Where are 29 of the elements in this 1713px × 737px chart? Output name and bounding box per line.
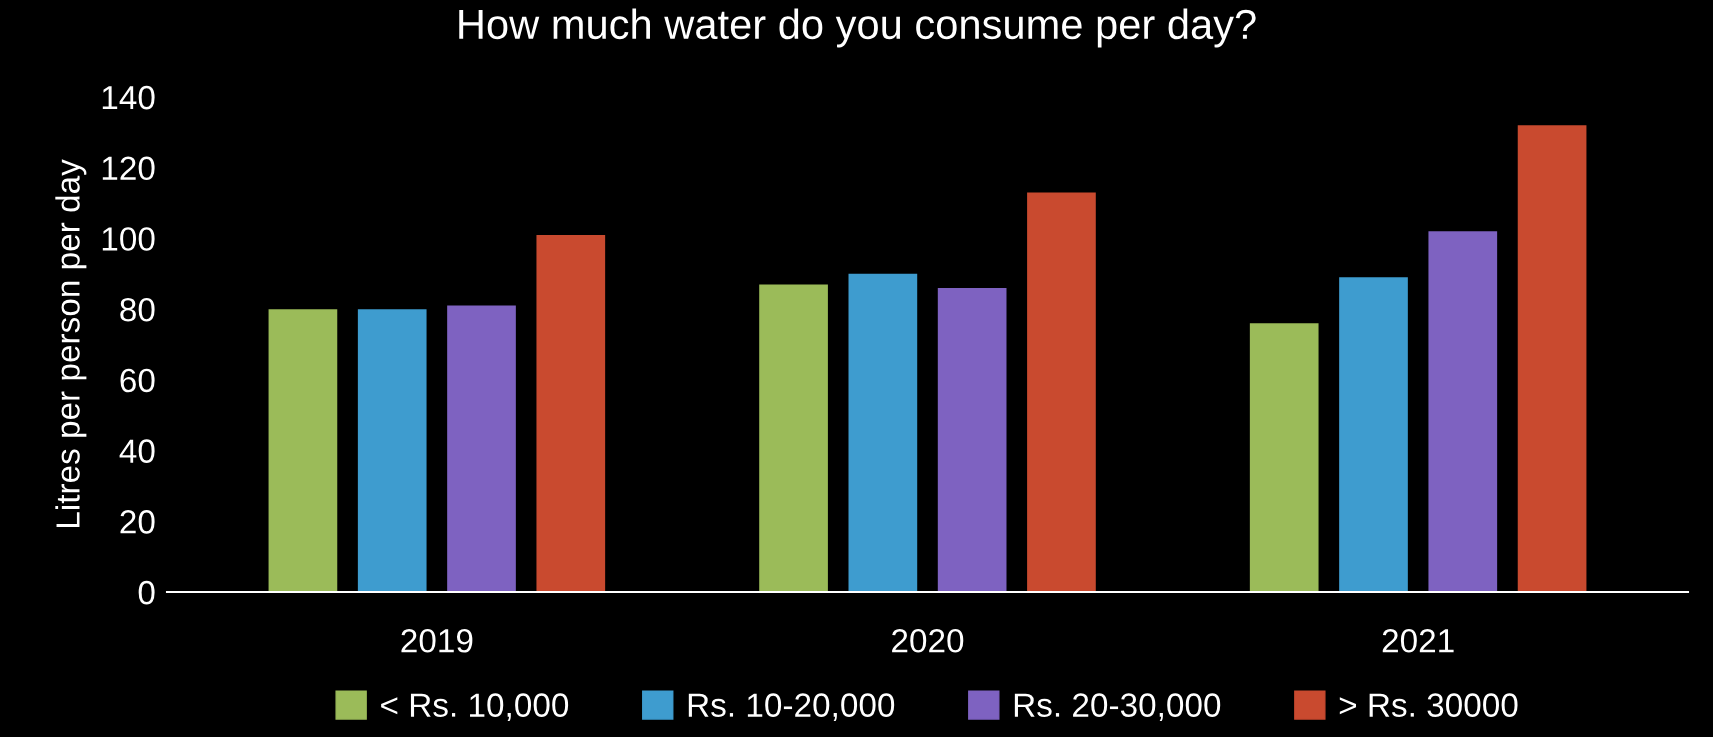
x-tick-label: 2019: [401, 628, 473, 653]
legend-label: < Rs. 10,000: [381, 693, 569, 721]
bar: [937, 287, 1007, 592]
legend-label: Rs. 20-30,000: [1014, 693, 1221, 721]
chart-title: How much water do you consume per day?: [459, 8, 1256, 48]
bar: [447, 305, 516, 592]
bar: [1517, 125, 1587, 592]
y-tick-label: 60: [120, 368, 155, 393]
bar: [357, 309, 427, 592]
bar: [1428, 231, 1498, 592]
bar: [1339, 277, 1408, 592]
y-tick-label: 40: [119, 439, 155, 463]
y-axis-title: Litres per person per day: [55, 159, 87, 528]
y-tick-label: 0: [138, 580, 155, 605]
x-tick-label: 2020: [892, 628, 964, 653]
y-tick-label: 120: [102, 156, 155, 181]
x-tick-label: 2021: [1382, 628, 1454, 653]
bar: [1027, 192, 1096, 592]
bar: [536, 234, 606, 592]
legend-label: Rs. 10-20,000: [688, 693, 895, 721]
y-tick-label: 80: [120, 297, 155, 322]
bar: [848, 273, 918, 592]
legend-label: > Rs. 30000: [1339, 693, 1518, 717]
y-tick-label: 20: [120, 510, 155, 534]
y-tick-label: 100: [102, 227, 155, 251]
y-tick-label: 140: [102, 85, 155, 110]
bar: [759, 284, 828, 592]
bar: [268, 309, 338, 592]
bar: [1249, 323, 1319, 592]
